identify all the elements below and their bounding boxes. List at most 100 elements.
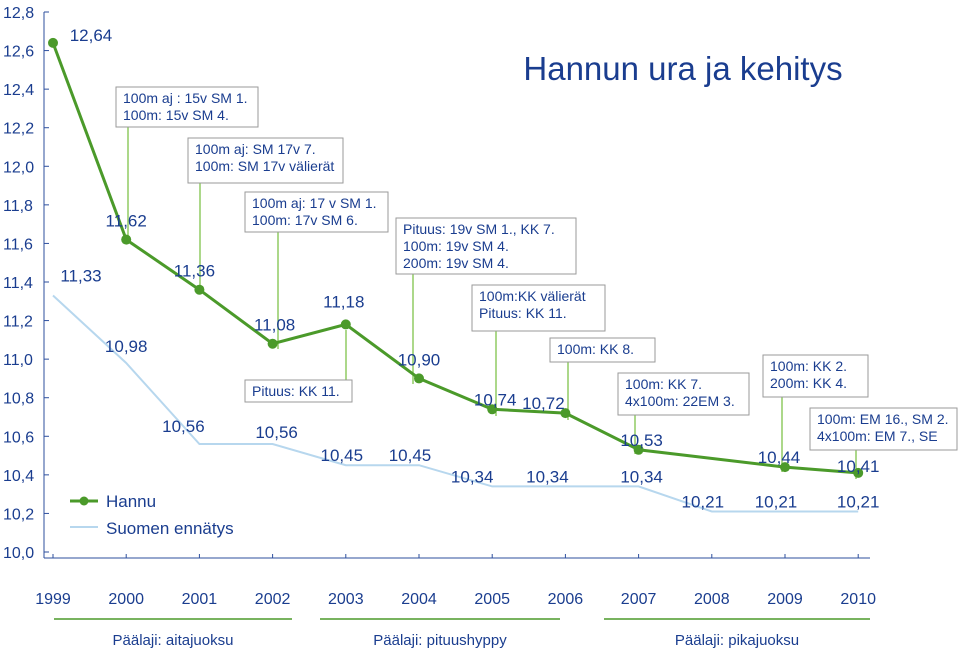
hannu-data-label: 11,62 (106, 212, 147, 231)
x-tick-label: 2004 (401, 591, 437, 608)
annotation-frame (244, 191, 389, 233)
hannu-data-label: 11,18 (323, 292, 364, 311)
hannu-data-label: 11,36 (174, 262, 215, 281)
annotation-frame (115, 86, 259, 128)
hannu-data-label: 10,74 (474, 390, 517, 409)
chart-title: Hannun ura ja kehitys (523, 50, 842, 87)
period-bands: Päälaji: aitajuoksu Päälaji: pituushyppy P… (54, 618, 870, 649)
y-tick-label: 11,0 (3, 352, 33, 369)
y-tick-label: 11,6 (3, 236, 33, 253)
hannu-data-label: 10,72 (522, 394, 565, 413)
legend-hannu-marker (79, 496, 89, 506)
x-tick-label: 2003 (328, 591, 364, 608)
x-tick-label: 2009 (767, 591, 803, 608)
annotation-text: 4x100m: EM 7., SE (817, 428, 938, 444)
record-data-label: 10,21 (682, 493, 725, 512)
hannu-point (414, 373, 424, 384)
x-tick-label: 2002 (255, 591, 291, 608)
annotation-text: 100m: 15v SM 4. (123, 107, 229, 123)
data-labels: 12,64 11,62 11,36 11,08 11,18 10,90 10,74 10,72… (60, 26, 879, 512)
annotation-text: 100m: 17v SM 6. (252, 212, 358, 228)
annotation-box: 100m: KK 8. (549, 337, 656, 363)
annotation-frame (549, 337, 656, 363)
annotation-frame (395, 217, 577, 275)
period-label: Päälaji: aitajuoksu (113, 632, 234, 649)
x-tick-label: 2006 (548, 591, 584, 608)
annotation-frame (762, 354, 869, 398)
annotation-text: 4x100m: 22EM 3. (625, 393, 735, 409)
annotation-box: 100m aj : 15v SM 1.100m: 15v SM 4. (115, 86, 259, 128)
y-tick-label: 11,8 (3, 198, 33, 215)
hannu-point (48, 37, 58, 48)
y-tick-label: 12,0 (3, 159, 34, 176)
hannu-point (780, 462, 790, 473)
record-data-label: 10,45 (321, 446, 364, 465)
y-tick-label: 12,4 (3, 82, 34, 99)
legend-hannu-label: Hannu (106, 492, 156, 511)
record-data-label: 10,34 (620, 467, 663, 486)
record-data-label: 10,56 (162, 417, 205, 436)
annotation-text: 100m: EM 16., SM 2. (817, 411, 949, 427)
hannu-point (194, 284, 205, 295)
annotation-text: 100m aj: SM 17v 7. (195, 141, 316, 157)
hannu-point (633, 444, 644, 455)
annotation-text: Pituus: 19v SM 1., KK 7. (403, 221, 555, 237)
annotation-text: 100m: 19v SM 4. (403, 238, 509, 254)
annotation-frame (187, 137, 344, 184)
hannu-point (267, 338, 278, 349)
annotation-text: 100m: KK 7. (625, 376, 702, 392)
hannu-point (121, 234, 132, 245)
record-data-label: 10,34 (526, 467, 569, 486)
legend: Hannu Suomen ennätys (70, 492, 234, 538)
hannu-data-label: 11,08 (254, 316, 295, 335)
x-tick-label: 2001 (182, 591, 218, 608)
record-data-label: 10,45 (389, 446, 432, 465)
annotation-text: 100m: SM 17v välierät (195, 158, 334, 174)
x-tick-labels: 1999 2000 2001 2002 2003 2004 2005 2006 2007 2008… (35, 591, 876, 608)
y-tick-label: 10,8 (3, 391, 34, 408)
hannu-data-label: 10,53 (620, 431, 663, 450)
x-tick-label: 2008 (694, 591, 730, 608)
x-tick-label: 2005 (474, 591, 510, 608)
annotation-box: 100m: EM 16., SM 2.4x100m: EM 7., SE (809, 407, 958, 451)
y-tick-label: 12,2 (3, 121, 34, 138)
hannu-point (560, 408, 571, 419)
record-data-label: 10,98 (105, 337, 148, 356)
y-tick-labels: 10,0 10,2 10,4 10,6 10,8 11,0 11,2 11,4 11,6 11,8… (3, 5, 49, 562)
y-tick-label: 10,6 (3, 429, 34, 446)
annotation-frame (471, 284, 606, 332)
y-tick-label: 12,6 (3, 44, 34, 61)
y-tick-label: 12,8 (3, 5, 34, 22)
legend-record-label: Suomen ennätys (106, 519, 234, 538)
annotation-box: Pituus: 19v SM 1., KK 7.100m: 19v SM 4.2… (395, 217, 577, 275)
annotation-text: 100m aj : 15v SM 1. (123, 90, 248, 106)
annotation-text: Pituus: KK 11. (252, 383, 340, 399)
y-tick-label: 11,2 (3, 314, 33, 331)
x-tick-label: 2010 (840, 591, 876, 608)
annotation-text: 100m: KK 8. (557, 341, 634, 357)
y-tick-label: 10,2 (3, 506, 34, 523)
hannu-point (853, 467, 864, 478)
y-tick-label: 10,0 (3, 545, 34, 562)
annotation-frame (244, 379, 353, 403)
hannu-data-label: 10,90 (398, 350, 441, 369)
annotation-text: 200m: 19v SM 4. (403, 255, 509, 271)
annotation-box: 100m aj: SM 17v 7.100m: SM 17v välierät (187, 137, 344, 184)
y-tick-label: 11,4 (3, 275, 33, 292)
annotation-text: 100m: KK 2. (770, 358, 847, 374)
hannu-data-label: 10,41 (837, 457, 880, 476)
record-data-label: 10,34 (451, 467, 494, 486)
annotation-boxes: 100m aj : 15v SM 1.100m: 15v SM 4.100m a… (115, 86, 958, 451)
x-tick-marks (52, 554, 859, 558)
series-lines (48, 37, 864, 513)
hannu-data-label: 10,44 (758, 448, 801, 467)
record-data-label: 11,33 (60, 267, 101, 286)
annotation-text: 100m:KK välierät (479, 288, 586, 304)
annotation-box: 100m: KK 2.200m: KK 4. (762, 354, 869, 398)
record-data-label: 10,56 (255, 423, 298, 442)
period-label: Päälaji: pituushyppy (373, 632, 507, 649)
hannu-point (487, 404, 498, 415)
annotation-frame (809, 407, 958, 451)
annotation-text: 200m: KK 4. (770, 375, 847, 391)
